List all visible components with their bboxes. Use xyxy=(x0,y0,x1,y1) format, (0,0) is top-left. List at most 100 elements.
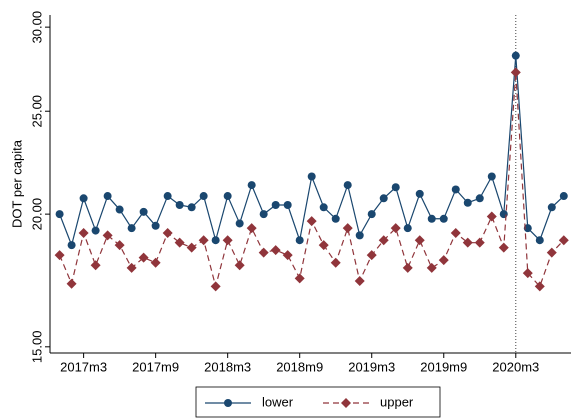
data-point xyxy=(342,223,353,234)
data-point xyxy=(258,247,269,258)
data-point xyxy=(126,262,137,273)
data-point xyxy=(294,273,305,284)
x-tick-label: 2020m3 xyxy=(492,359,539,374)
y-tick-label: 30.00 xyxy=(29,11,44,44)
legend-box xyxy=(195,386,441,418)
data-point xyxy=(523,224,532,233)
y-tick-label: 15.00 xyxy=(29,331,44,364)
x-tick-label: 2019m3 xyxy=(348,359,395,374)
data-point xyxy=(390,223,401,234)
data-point xyxy=(114,240,125,251)
data-point xyxy=(295,236,304,245)
data-point xyxy=(223,192,232,201)
data-point xyxy=(343,181,352,190)
data-point xyxy=(354,276,365,287)
data-point xyxy=(282,250,293,261)
legend-label: upper xyxy=(380,394,414,409)
data-point xyxy=(150,257,161,268)
data-point xyxy=(186,242,197,253)
data-point xyxy=(283,201,292,210)
data-point xyxy=(163,192,172,201)
data-point xyxy=(306,216,317,227)
data-point xyxy=(439,214,448,223)
data-point xyxy=(534,281,545,292)
data-point xyxy=(378,235,389,246)
data-point xyxy=(426,262,437,273)
data-point xyxy=(451,185,460,194)
legend-marker xyxy=(224,399,232,407)
y-tick-label: 20.00 xyxy=(29,198,44,231)
data-point xyxy=(175,201,184,210)
data-point xyxy=(174,237,185,248)
data-point xyxy=(246,223,257,234)
data-point xyxy=(90,260,101,271)
data-point xyxy=(462,237,473,248)
data-point xyxy=(55,210,64,219)
y-axis-title: DOT per capita xyxy=(9,139,24,228)
data-point xyxy=(211,236,220,245)
data-point xyxy=(498,242,509,253)
data-point xyxy=(54,250,65,261)
data-point xyxy=(402,262,413,273)
data-point xyxy=(367,210,376,219)
data-point xyxy=(414,235,425,246)
x-tick-label: 2018m3 xyxy=(204,359,251,374)
data-point xyxy=(511,51,520,60)
data-point xyxy=(450,227,461,238)
data-point xyxy=(271,201,280,210)
x-tick-label: 2019m9 xyxy=(420,359,467,374)
data-point xyxy=(403,224,412,233)
data-point xyxy=(151,221,160,230)
data-point xyxy=(379,194,388,203)
data-point xyxy=(67,241,76,250)
data-point xyxy=(330,257,341,268)
data-point xyxy=(318,240,329,251)
data-point xyxy=(546,247,557,258)
x-tick-label: 2017m3 xyxy=(60,359,107,374)
data-point xyxy=(259,210,268,219)
data-point xyxy=(499,210,508,219)
data-point xyxy=(307,172,316,181)
data-point xyxy=(199,192,208,201)
data-point xyxy=(162,227,173,238)
legend-marker xyxy=(341,398,351,408)
data-point xyxy=(222,235,233,246)
data-point xyxy=(198,235,209,246)
data-point xyxy=(559,192,568,201)
data-point xyxy=(127,224,136,233)
data-point xyxy=(210,281,221,292)
data-point xyxy=(235,219,244,228)
data-point xyxy=(115,205,124,214)
data-point xyxy=(355,231,364,240)
data-point xyxy=(438,255,449,266)
data-point xyxy=(79,194,88,203)
x-tick-label: 2018m9 xyxy=(276,359,323,374)
data-point xyxy=(487,172,496,181)
data-point xyxy=(558,235,569,246)
data-point xyxy=(510,67,521,78)
data-point xyxy=(366,250,377,261)
data-point xyxy=(103,192,112,201)
data-point xyxy=(319,203,328,212)
data-point xyxy=(522,268,533,279)
data-point xyxy=(427,214,436,223)
data-point xyxy=(78,227,89,238)
x-tick-label: 2017m9 xyxy=(132,359,179,374)
data-point xyxy=(547,203,556,212)
data-point xyxy=(66,278,77,289)
data-point xyxy=(415,189,424,198)
data-point xyxy=(486,211,497,222)
data-point xyxy=(102,230,113,241)
y-tick-label: 25.00 xyxy=(29,95,44,128)
data-point xyxy=(474,237,485,248)
data-point xyxy=(91,226,100,235)
data-point xyxy=(187,203,196,212)
data-point xyxy=(463,198,472,207)
data-point xyxy=(234,260,245,271)
data-point xyxy=(535,236,544,245)
data-point xyxy=(139,207,148,216)
data-point xyxy=(475,194,484,203)
data-point xyxy=(391,183,400,192)
